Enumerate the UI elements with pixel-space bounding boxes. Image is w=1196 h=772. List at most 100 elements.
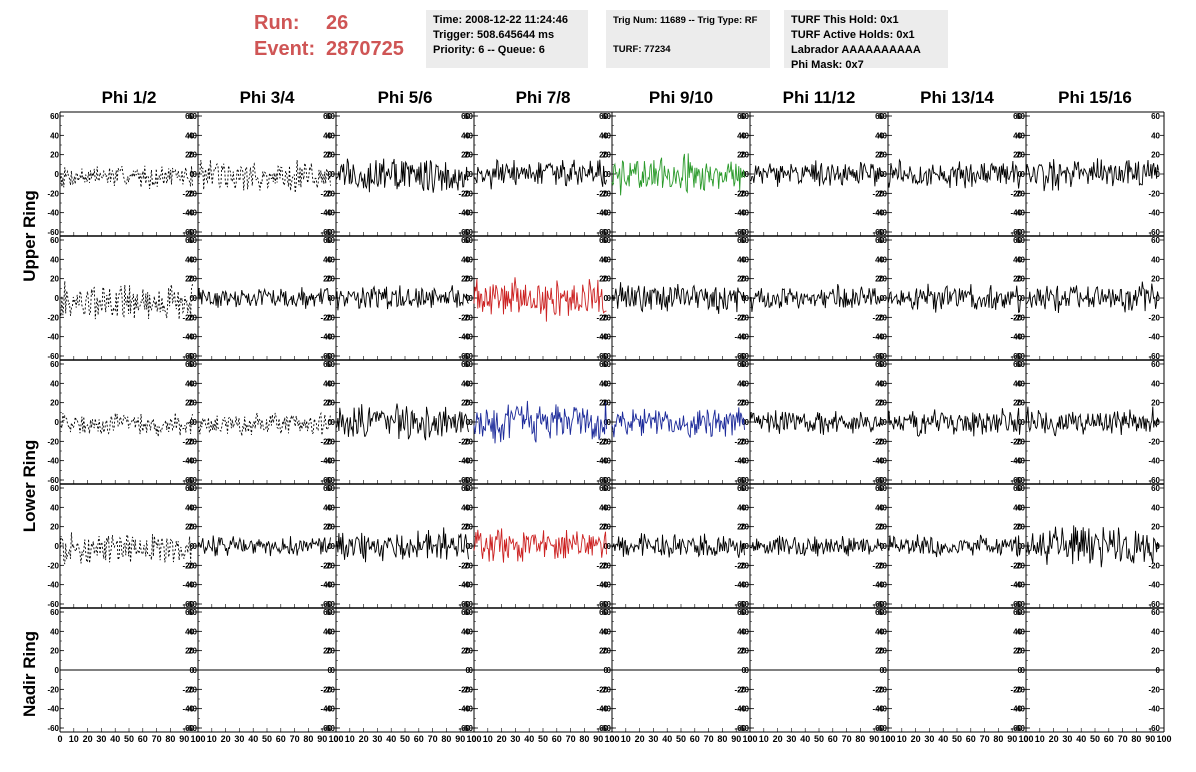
y-tick-label: 0 [55, 418, 60, 427]
y-tick-label: 20 [740, 647, 749, 656]
y-tick-label: -40 [734, 581, 746, 590]
y-tick-label: 40 [878, 503, 887, 512]
y-tick-label: 0 [328, 170, 333, 179]
y-tick-label: 20 [323, 647, 332, 656]
y-tick-label: 40 [464, 379, 473, 388]
y-tick-label: 40 [1151, 255, 1160, 264]
y-tick-label: -20 [872, 685, 884, 694]
y-tick-label: -20 [596, 561, 608, 570]
y-tick-label: -60 [599, 476, 611, 485]
y-tick-label: 40 [740, 627, 749, 636]
x-tick-label: 100 [1018, 734, 1033, 744]
x-tick-label: 40 [938, 734, 948, 744]
y-tick-label: -40 [1148, 457, 1160, 466]
y-tick-label: -60 [185, 228, 197, 237]
y-tick-label: 40 [740, 131, 749, 140]
y-tick-label: 60 [1151, 484, 1160, 493]
y-tick-label: -40 [458, 333, 470, 342]
y-tick-label: 20 [185, 523, 194, 532]
y-tick-label: -40 [734, 705, 746, 714]
y-tick-label: -20 [461, 313, 473, 322]
y-tick-label: 40 [185, 627, 194, 636]
y-tick-label: 20 [1016, 647, 1025, 656]
y-tick-label: -40 [599, 581, 611, 590]
y-tick-label: -40 [47, 581, 59, 590]
y-tick-label: 40 [1016, 379, 1025, 388]
y-tick-label: 20 [875, 523, 884, 532]
labrador-line: Labrador AAAAAAAAAA [791, 44, 921, 56]
y-tick-label: 60 [1151, 112, 1160, 121]
y-tick-label: 60 [1016, 360, 1025, 369]
y-tick-label: 0 [745, 170, 750, 179]
x-tick-label: 50 [262, 734, 272, 744]
y-tick-label: 0 [883, 294, 888, 303]
y-tick-label: -60 [596, 352, 608, 361]
y-tick-label: 20 [326, 523, 335, 532]
x-tick-label: 80 [579, 734, 589, 744]
y-tick-label: -60 [1010, 352, 1022, 361]
y-tick-label: -20 [734, 189, 746, 198]
y-tick-label: -20 [47, 437, 59, 446]
column-header-phi-1-2: Phi 1/2 [101, 88, 157, 107]
x-tick-label: 100 [880, 734, 895, 744]
y-tick-label: 0 [328, 542, 333, 551]
y-tick-label: 40 [326, 503, 335, 512]
waveform-trace [335, 403, 469, 441]
y-tick-label: -20 [1013, 189, 1025, 198]
y-tick-label: 40 [1013, 255, 1022, 264]
y-tick-label: 20 [188, 275, 197, 284]
y-tick-label: 40 [740, 379, 749, 388]
waveform-trace [335, 285, 469, 311]
y-tick-label: -40 [875, 209, 887, 218]
y-tick-label: 0 [55, 666, 60, 675]
x-tick-label: 0 [471, 734, 476, 744]
y-tick-label: 60 [50, 484, 59, 493]
y-tick-label: 20 [602, 151, 611, 160]
y-tick-label: -40 [734, 457, 746, 466]
y-tick-label: -60 [596, 476, 608, 485]
x-tick-label: 40 [386, 734, 396, 744]
y-tick-label: -20 [320, 685, 332, 694]
y-tick-label: 20 [878, 399, 887, 408]
y-tick-label: 60 [326, 360, 335, 369]
trig-num-info-box: Trig Num: 11689 -- Trig Type: RF TURF: 7… [606, 10, 770, 68]
y-tick-label: -60 [596, 228, 608, 237]
time-trigger-info-box: Time: 2008-12-22 11:24:46 Trigger: 508.6… [426, 10, 588, 68]
y-tick-label: -60 [734, 600, 746, 609]
y-tick-label: -40 [1148, 581, 1160, 590]
turf-this-hold-line: TURF This Hold: 0x1 [791, 14, 899, 26]
y-tick-label: -60 [182, 228, 194, 237]
x-tick-label: 60 [552, 734, 562, 744]
y-tick-label: 40 [464, 627, 473, 636]
y-tick-label: -40 [461, 705, 473, 714]
y-tick-label: 40 [323, 379, 332, 388]
y-tick-label: -60 [1013, 352, 1025, 361]
y-tick-label: -60 [1148, 476, 1160, 485]
y-tick-label: 40 [875, 255, 884, 264]
y-tick-label: 0 [466, 542, 471, 551]
y-tick-label: -20 [875, 313, 887, 322]
waveform-trace [887, 158, 1021, 189]
y-tick-label: -40 [461, 209, 473, 218]
y-tick-label: -60 [458, 352, 470, 361]
y-tick-label: 40 [1151, 379, 1160, 388]
x-tick-label: 100 [328, 734, 343, 744]
y-tick-label: -60 [47, 476, 59, 485]
x-tick-label: 0 [609, 734, 614, 744]
y-tick-label: 40 [188, 255, 197, 264]
y-tick-label: 40 [875, 131, 884, 140]
y-tick-label: -40 [185, 705, 197, 714]
y-tick-label: 60 [740, 360, 749, 369]
x-tick-label: 90 [869, 734, 879, 744]
y-tick-label: -60 [737, 600, 749, 609]
y-tick-label: 40 [875, 379, 884, 388]
y-tick-label: -60 [185, 724, 197, 733]
y-tick-label: -40 [1013, 705, 1025, 714]
y-tick-label: -40 [320, 209, 332, 218]
y-tick-label: 40 [50, 255, 59, 264]
y-tick-label: 20 [323, 523, 332, 532]
y-tick-label: -40 [47, 457, 59, 466]
y-tick-label: -60 [599, 228, 611, 237]
y-tick-label: 20 [185, 647, 194, 656]
